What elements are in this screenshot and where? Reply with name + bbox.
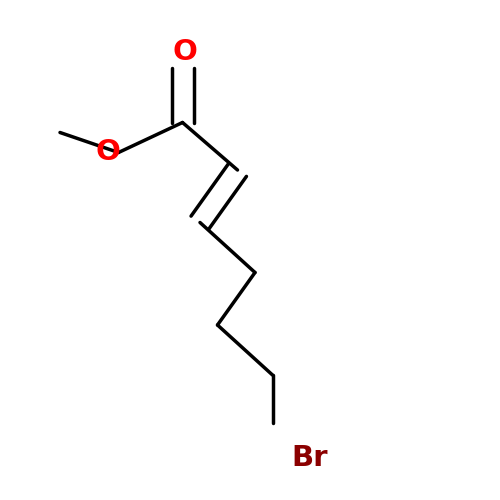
Text: O: O (172, 38, 198, 66)
Text: Br: Br (292, 444, 328, 471)
Text: O: O (95, 138, 120, 166)
